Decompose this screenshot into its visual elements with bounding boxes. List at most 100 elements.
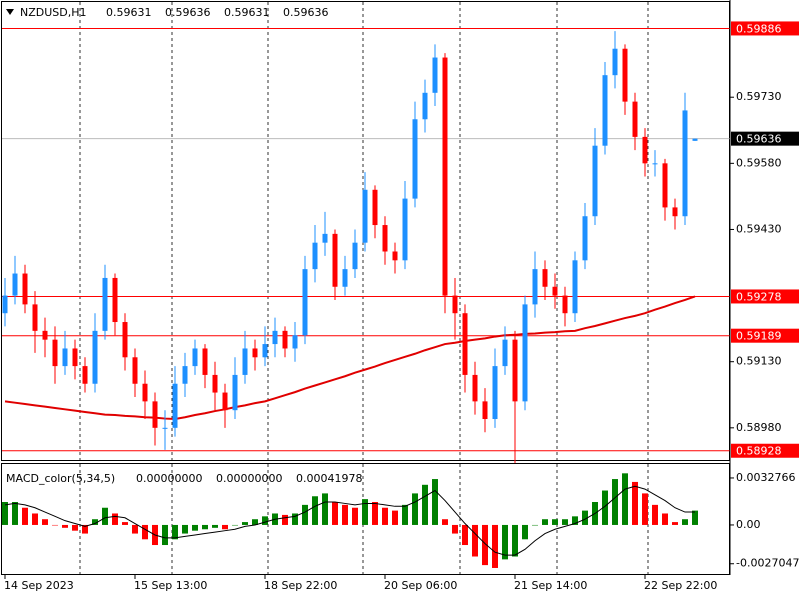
macd-bar [282,514,288,525]
macd-bar [432,479,438,525]
macd-bar [542,519,548,525]
macd-title: MACD_color(5,34,5) [6,472,115,485]
candle-body [182,366,188,384]
candle-body [642,136,648,164]
candle-body [532,269,538,305]
level-label-box [731,289,799,304]
macd-bar [52,524,58,526]
level-label: 0.59278 [736,290,782,303]
candle-body [292,335,298,349]
candle-body [172,383,178,428]
candle-body [342,269,348,287]
candle-body [452,295,458,314]
candle-body [522,304,528,402]
macd-bar [312,496,318,525]
candle-body [672,207,678,217]
level-label: 0.58928 [736,445,782,458]
candle-body [222,392,228,411]
last-price-label: 0.59636 [736,133,782,146]
moving-average [4,295,696,421]
candle-body [442,57,448,296]
candle-body [692,138,698,141]
macd-bar [292,513,298,525]
candle-body [22,273,28,305]
candle-body [582,216,588,261]
macd-bar [92,519,98,525]
signal-line [4,485,695,556]
y-tick-label: 0.0032766 [736,471,796,484]
macd-bar [572,516,578,525]
macd-bar [142,524,148,540]
plot [2,27,730,568]
candle-body [332,233,338,287]
macd-bar [422,484,428,525]
macd-bar [172,524,178,540]
candle-body [372,189,378,226]
macd-bar [42,519,48,525]
candle-body [112,277,118,323]
candle-body [212,374,218,393]
macd-bar [672,522,678,525]
macd-bar [82,524,88,534]
candle-body [272,330,278,345]
candle-body [302,269,308,336]
level-label-box [731,328,799,343]
candle-body [232,374,238,411]
candle-body [602,75,608,146]
x-tick-label: 14 Sep 2023 [4,579,74,592]
y-tick-label: 0.59580 [736,156,782,169]
candle-body [42,330,48,340]
x-tick-label: 18 Sep 22:00 [264,579,337,592]
y-tick-label: 0.58980 [736,421,782,434]
x-tick-label: 15 Sep 13:00 [134,579,207,592]
macd-bar [332,502,338,525]
macd-bar [182,524,188,534]
macd-bar [262,516,268,525]
candle-body [242,348,248,375]
macd-bar [382,507,388,525]
candle-body [382,225,388,252]
candle-body [432,57,438,93]
macd-bar [482,524,488,566]
ohlc-close: 0.59636 [283,6,329,19]
macd-bar [392,510,398,525]
macd-readout: 0.00041978 [296,472,362,485]
y-tick-label: 0.00 [736,518,761,531]
macd-bar [102,507,108,525]
candle-body [402,198,408,261]
candle-body [92,330,98,384]
candle-body [572,260,578,314]
candle-body [202,348,208,375]
macd-bar [652,504,658,525]
menu-icon[interactable] [6,9,14,15]
macd-bar [642,493,648,525]
macd-bar [22,507,28,525]
macd-bar [552,519,558,525]
macd-bar [132,524,138,534]
candle-body [162,427,168,429]
candle-body [282,330,288,349]
candle-body [482,401,488,420]
macd-bar [12,502,18,525]
macd-bar [622,473,628,525]
x-tick-label: 21 Sep 14:00 [514,579,587,592]
candle-body [132,357,138,384]
macd-bar [582,510,588,525]
candle-body [562,295,568,314]
candle-body [352,242,358,270]
macd-bar [402,504,408,525]
macd-bar [372,502,378,525]
x-tick-label: 20 Sep 06:00 [384,579,457,592]
candle-body [32,304,38,331]
macd-bar [212,524,218,528]
y-tick-label: -0.0027047 [736,557,799,570]
candle-body [512,339,518,402]
candle-body [82,366,88,384]
macd-bar [462,524,468,546]
macd-bar [662,513,668,525]
candle-body [462,313,468,375]
level-label: 0.59189 [736,330,782,343]
candle-body [412,119,418,199]
macd-bar [602,490,608,525]
